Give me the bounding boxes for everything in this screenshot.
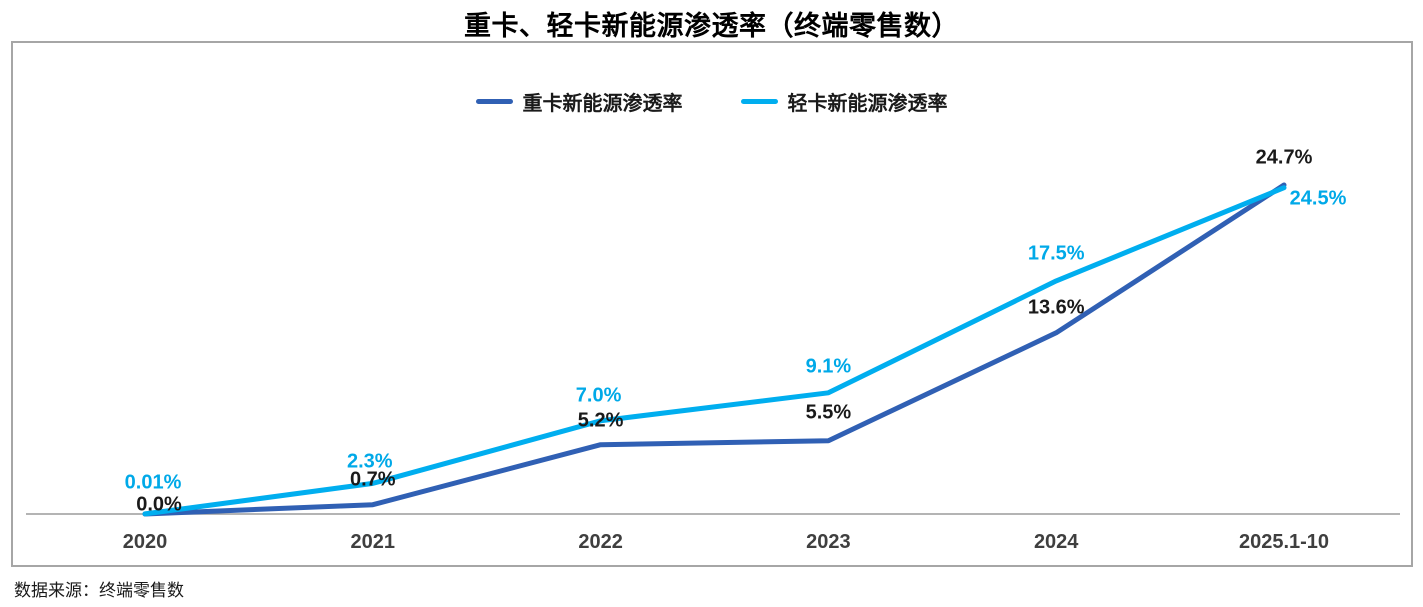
data-source-note: 数据来源：终端零售数 xyxy=(14,581,184,600)
chart-title: 重卡、轻卡新能源渗透率（终端零售数） xyxy=(464,11,959,41)
x-tick-label-2022: 2022 xyxy=(578,531,623,553)
legend-item-light-truck: 轻卡新能源渗透率 xyxy=(740,87,948,116)
data-label-light-2025.1-10: 24.5% xyxy=(1289,187,1347,210)
data-label-heavy-2025.1-10: 24.7% xyxy=(1255,146,1313,169)
x-tick-label-2020: 2020 xyxy=(122,531,168,553)
x-tick-label-2023: 2023 xyxy=(806,531,851,553)
legend: 重卡新能源渗透率 轻卡新能源渗透率 xyxy=(0,87,1423,116)
heavy-truck-line-swatch xyxy=(475,99,513,104)
data-label-heavy-2021: 0.7% xyxy=(350,468,396,491)
data-label-light-2021: 2.3% xyxy=(347,450,393,473)
x-tick-label-2024: 2024 xyxy=(1033,531,1079,553)
plot-area-border xyxy=(11,41,1413,567)
light-truck-line-swatch xyxy=(740,99,778,104)
legend-label-light-truck: 轻卡新能源渗透率 xyxy=(787,93,948,115)
data-label-heavy-2022: 5.2% xyxy=(577,409,624,432)
legend-item-heavy-truck: 重卡新能源渗透率 xyxy=(475,87,683,116)
data-label-heavy-2024: 13.6% xyxy=(1027,296,1085,319)
data-label-light-2024: 17.5% xyxy=(1027,242,1085,265)
data-label-light-2020: 0.01% xyxy=(124,471,182,494)
x-tick-label-2025.1-10: 2025.1-10 xyxy=(1238,531,1330,553)
x-tick-label-2021: 2021 xyxy=(350,531,396,553)
data-label-heavy-2023: 5.5% xyxy=(805,401,852,424)
data-label-light-2023: 9.1% xyxy=(805,355,852,378)
data-label-light-2022: 7.0% xyxy=(575,384,622,407)
data-label-heavy-2020: 0.0% xyxy=(136,493,182,516)
legend-label-heavy-truck: 重卡新能源渗透率 xyxy=(522,93,683,115)
